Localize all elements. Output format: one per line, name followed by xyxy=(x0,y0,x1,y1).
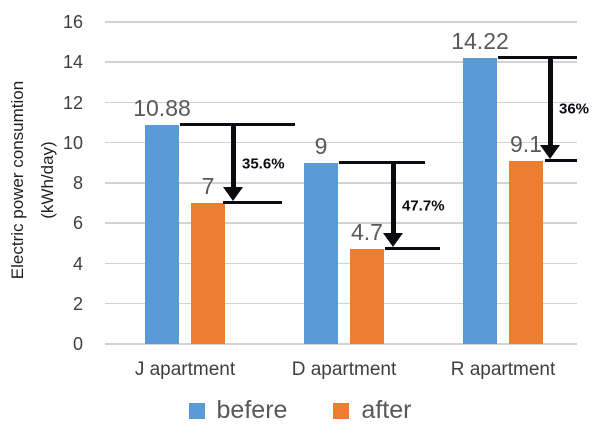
legend-swatch-after-icon xyxy=(333,402,350,419)
legend-item-after: after xyxy=(333,396,411,425)
arrow-shaft xyxy=(547,57,553,146)
legend: befere after xyxy=(0,396,600,425)
gridline xyxy=(105,21,577,23)
bar-value-label: 14.22 xyxy=(451,27,509,54)
gridline xyxy=(105,182,577,184)
category-label: R apartment xyxy=(450,359,556,380)
gridline xyxy=(105,101,577,103)
annotation-top-line xyxy=(498,55,577,59)
y-tick-label: 2 xyxy=(72,293,83,314)
gridline xyxy=(105,61,577,63)
annotation-bottom-line xyxy=(223,201,282,205)
annotation-bottom-line xyxy=(385,247,440,251)
bar-befere-1 xyxy=(304,162,338,344)
legend-label-before: befere xyxy=(216,396,288,424)
y-tick-label: 16 xyxy=(62,12,83,32)
bar-after-0 xyxy=(191,203,225,344)
bar-befere-2 xyxy=(463,57,497,344)
arrow-shaft xyxy=(230,125,236,189)
percent-decrease-label: 35.6% xyxy=(242,155,285,173)
bar-value-label: 9.1 xyxy=(510,130,542,157)
bar-value-label: 10.88 xyxy=(133,95,191,122)
y-axis-title-line1: Electric power consumtion xyxy=(8,80,27,280)
y-tick-label: 4 xyxy=(72,253,83,274)
y-tick-label: 6 xyxy=(72,213,83,234)
bar-value-label: 4.7 xyxy=(351,219,383,246)
category-label: D apartment xyxy=(291,359,397,380)
bar-after-1 xyxy=(350,249,384,344)
legend-swatch-before-icon xyxy=(188,402,205,419)
y-tick-label: 0 xyxy=(72,334,83,354)
arrow-down-icon xyxy=(540,144,560,159)
annotation-bottom-line xyxy=(545,158,577,162)
gridline xyxy=(105,222,577,224)
bar-befere-0 xyxy=(145,125,179,344)
y-tick-label: 14 xyxy=(62,52,83,73)
arrow-down-icon xyxy=(383,233,403,248)
arrow-shaft xyxy=(390,162,396,235)
gridline xyxy=(105,302,577,305)
legend-label-after: after xyxy=(361,396,412,424)
gridline xyxy=(105,141,577,144)
percent-decrease-label: 36% xyxy=(559,100,590,118)
bar-value-label: 9 xyxy=(314,132,328,159)
percent-decrease-label: 47.7% xyxy=(402,197,445,215)
y-tick-label: 12 xyxy=(62,92,83,113)
y-tick-label: 10 xyxy=(62,132,83,153)
gridline xyxy=(105,343,577,345)
arrow-down-icon xyxy=(223,187,243,202)
annotation-top-line xyxy=(180,123,295,127)
category-label: J apartment xyxy=(134,359,236,380)
bar-value-label: 7 xyxy=(201,173,215,200)
legend-item-before: befere xyxy=(188,396,288,425)
y-tick-label: 8 xyxy=(72,173,83,193)
annotation-top-line xyxy=(339,160,425,164)
bar-after-2 xyxy=(509,160,543,344)
gridline xyxy=(105,262,577,264)
